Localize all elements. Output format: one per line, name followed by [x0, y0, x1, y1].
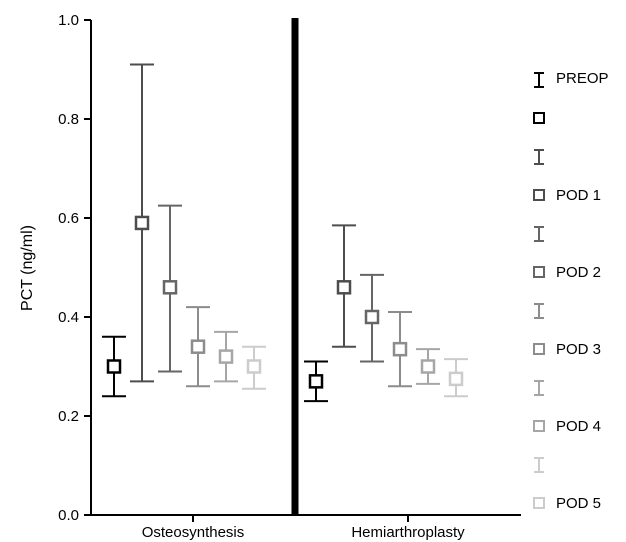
x-tick-label: Hemiarthroplasty	[351, 524, 465, 541]
mean-marker	[106, 359, 122, 374]
mean-marker	[336, 280, 352, 295]
mean-marker	[218, 349, 234, 364]
data-marks	[102, 63, 468, 403]
y-tick-label: 0.0	[58, 507, 79, 524]
mean-marker	[190, 339, 206, 354]
legend-label: POD 4	[556, 418, 601, 435]
x-tick-label: Osteosynthesis	[142, 524, 245, 541]
plot-area: 0.0 0.2 0.4 0.6 0.8 1.0 Osteosynthesis Hemiarth…	[58, 12, 521, 541]
y-tick-label: 0.4	[58, 309, 79, 326]
mean-marker	[246, 359, 262, 374]
legend-square-symbol	[533, 189, 545, 201]
legend-square-symbol	[533, 266, 545, 278]
mean-marker	[134, 215, 150, 231]
y-tick-label: 0.6	[58, 210, 79, 227]
legend-label: POD 3	[556, 341, 601, 358]
mean-marker	[162, 280, 178, 295]
mean-marker	[364, 309, 380, 325]
y-tick-label: 0.2	[58, 408, 79, 425]
legend-square-symbol	[533, 420, 545, 432]
legend-square-symbol	[533, 497, 545, 509]
legend-label: POD 1	[556, 187, 601, 204]
legend-label: POD 5	[556, 495, 601, 512]
legend: PREOP POD 1 POD 2 POD 3 POD 4 POD 5	[533, 70, 609, 512]
mean-marker	[392, 341, 408, 357]
legend-square-symbol	[533, 343, 545, 355]
mean-marker	[420, 359, 436, 374]
mean-marker	[448, 371, 464, 387]
mean-marker	[308, 374, 324, 389]
y-tick-label: 0.8	[58, 111, 79, 128]
y-tick-label: 1.0	[58, 12, 79, 29]
legend-label: POD 2	[556, 264, 601, 281]
legend-square-symbol	[533, 112, 545, 124]
legend-label: PREOP	[556, 70, 609, 87]
y-axis-label: PCT (ng/ml)	[19, 225, 36, 311]
